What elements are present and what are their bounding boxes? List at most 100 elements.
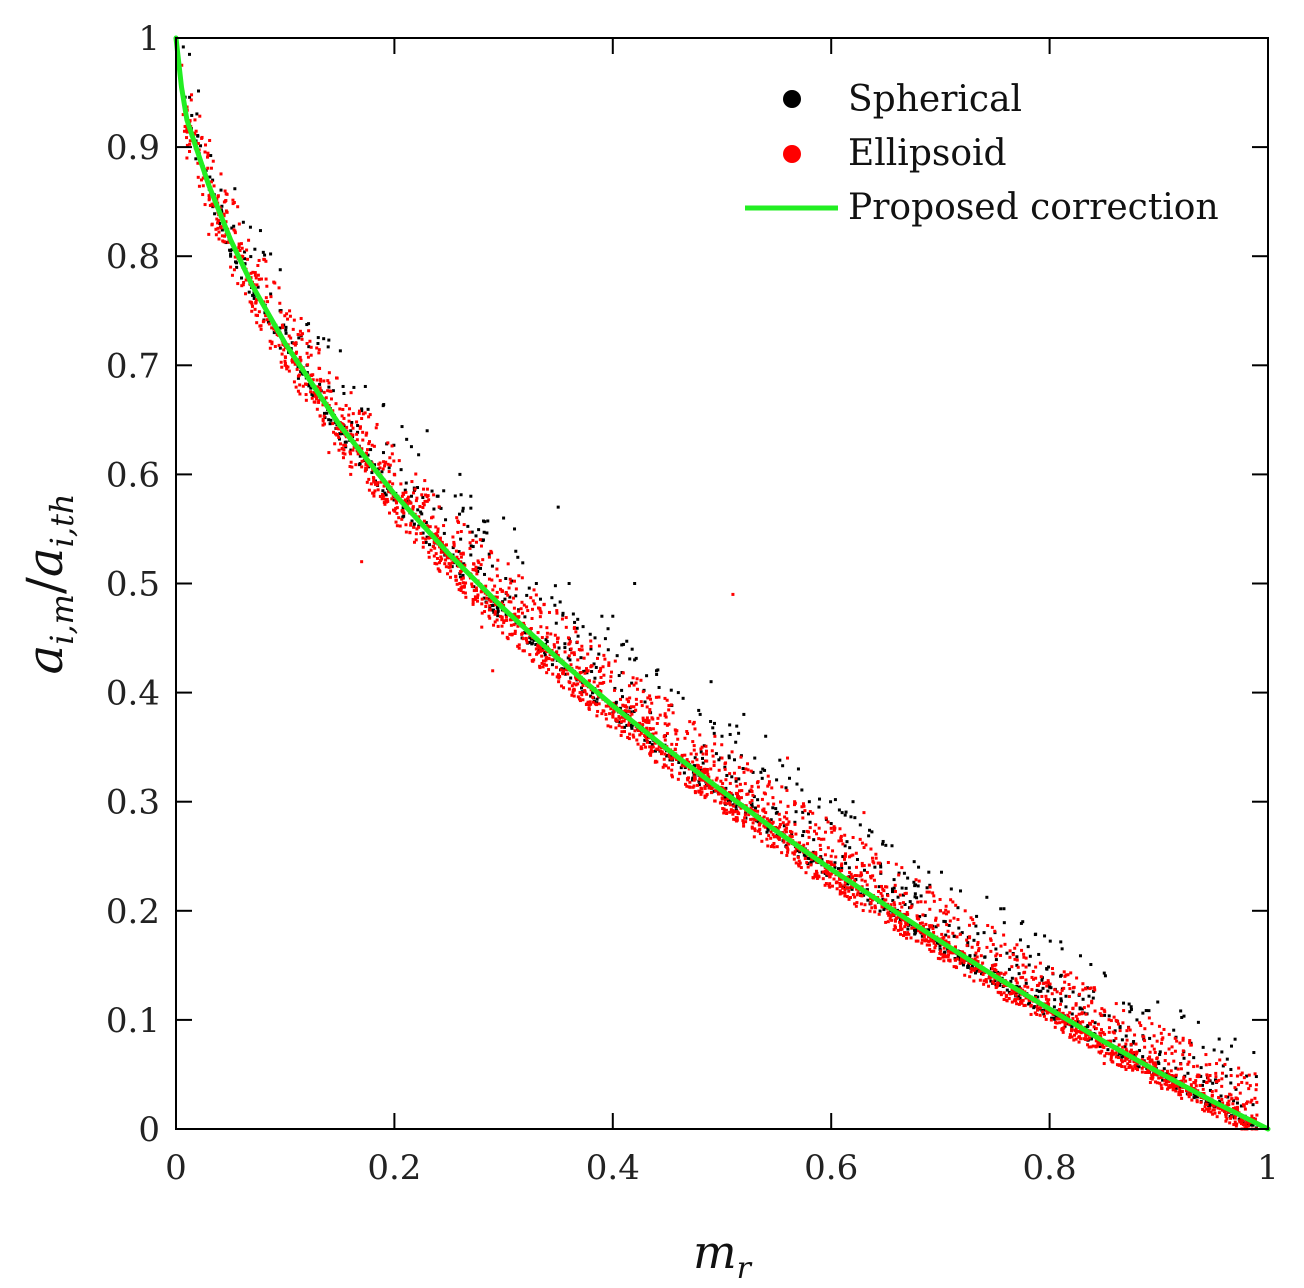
scatter-point [1108,1039,1112,1043]
scatter-point [1247,1087,1251,1091]
scatter-point [341,407,345,411]
scatter-point [1215,1115,1219,1119]
scatter-point [454,574,458,578]
scatter-point [304,382,308,386]
scatter-point [233,231,237,235]
scatter-point [838,869,842,873]
scatter-point [870,830,874,834]
scatter-point [553,603,557,607]
scatter-point [514,549,518,553]
scatter-point [957,926,961,930]
scatter-point [661,765,665,769]
scatter-point [758,832,762,836]
scatter-point [1093,988,1097,992]
scatter-point [580,693,584,697]
scatter-point [1196,1020,1200,1024]
scatter-point [214,233,218,237]
scatter-point [517,609,521,613]
scatter-point [899,932,903,936]
scatter-point [1045,1011,1049,1015]
scatter-point [722,811,726,815]
scatter-point [810,857,814,861]
scatter-point [439,506,443,510]
scatter-point [858,874,862,878]
scatter-point [530,607,534,611]
scatter-point [296,389,300,393]
scatter-point [1075,976,1079,980]
scatter-point [828,885,832,889]
scatter-point [1238,1091,1242,1095]
scatter-point [229,252,233,256]
scatter-point [532,638,536,642]
scatter-point [723,801,727,805]
scatter-point [711,726,715,730]
scatter-point [903,931,907,935]
scatter-point [1103,1013,1107,1017]
scatter-point [742,712,746,716]
scatter-point [1135,1050,1139,1054]
scatter-point [1013,957,1017,961]
scatter-point [993,929,997,933]
scatter-point [868,909,872,913]
scatter-point [522,649,526,653]
scatter-point [424,537,428,541]
scatter-point [627,684,631,688]
scatter-point [470,584,474,588]
scatter-point [877,885,881,889]
scatter-point [646,740,650,744]
scatter-point [451,546,455,550]
scatter-point [1045,984,1049,988]
scatter-point [1196,1073,1200,1077]
scatter-point [469,544,473,548]
scatter-point [782,824,786,828]
scatter-point [751,821,755,825]
scatter-point [367,415,371,419]
scatter-point [677,760,681,764]
scatter-point [505,635,509,639]
scatter-point [520,611,524,615]
scatter-point [488,606,492,610]
scatter-point [455,582,459,586]
scatter-point [576,634,580,638]
scatter-point [787,820,791,824]
scatter-point [1195,1099,1199,1103]
scatter-point [642,742,646,746]
scatter-point [532,588,536,592]
scatter-point [727,754,731,758]
scatter-point [298,392,302,396]
scatter-point [1024,965,1028,969]
scatter-point [256,264,260,268]
scatter-point [397,459,401,463]
scatter-point [442,489,446,493]
scatter-point [1210,1090,1214,1094]
scatter-point [524,636,528,640]
scatter-point [700,790,704,794]
scatter-point [697,779,701,783]
scatter-point [756,798,760,802]
scatter-point [415,527,419,531]
scatter-point [1103,974,1107,978]
scatter-point [855,901,859,905]
scatter-point [869,876,873,880]
scatter-point [440,549,444,553]
scatter-point [667,766,671,770]
scatter-point [832,863,836,867]
scatter-point [629,705,633,709]
scatter-point [390,444,394,448]
scatter-point [978,969,982,973]
scatter-point [951,951,955,955]
scatter-point [1195,1075,1199,1079]
scatter-point [742,770,746,774]
scatter-point [1118,1052,1122,1056]
scatter-point [835,887,839,891]
scatter-point [976,943,980,947]
scatter-point [575,665,579,669]
scatter-point [392,459,396,463]
scatter-point [1248,1084,1252,1088]
scatter-point [886,920,890,924]
scatter-point [250,309,254,313]
scatter-point [349,391,353,395]
scatter-point [483,610,487,614]
scatter-point [1148,1081,1152,1085]
scatter-point [242,280,246,284]
